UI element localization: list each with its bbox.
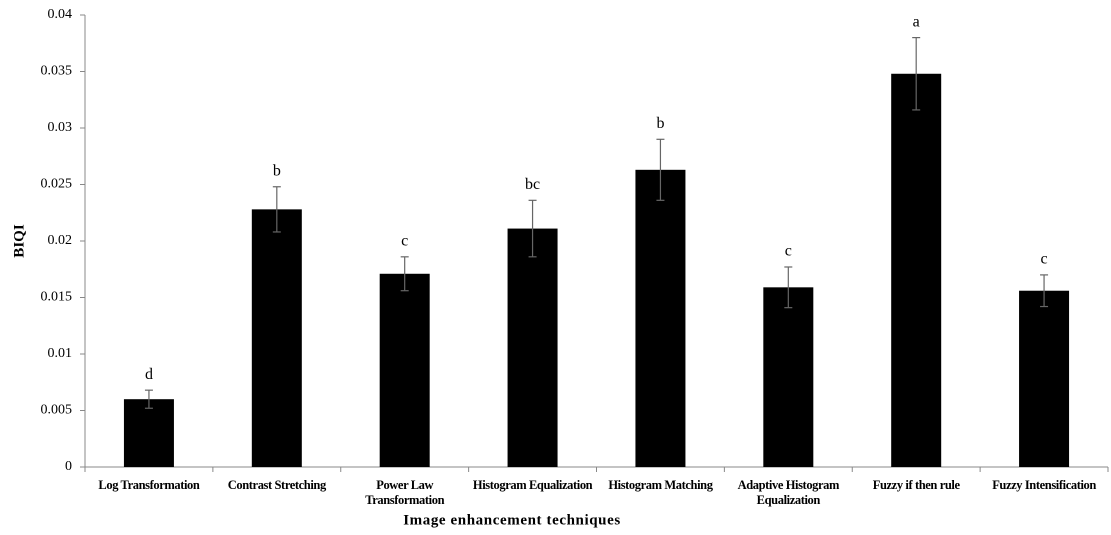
y-tick-label: 0.025 [41, 177, 73, 192]
y-tick-label: 0.035 [41, 64, 73, 79]
annotation: b [656, 115, 664, 132]
bar [123, 399, 174, 467]
y-tick-label: 0.03 [48, 120, 73, 135]
y-tick-label: 0.005 [41, 403, 73, 418]
annotation: c [785, 243, 792, 260]
y-axis-label: BIQI [11, 224, 27, 258]
y-tick-label: 0.01 [48, 346, 73, 361]
x-tick-label: Adaptive Histogram Equalization [737, 478, 840, 507]
annotation: c [1041, 251, 1048, 268]
x-tick-label: Fuzzy Intensification [992, 478, 1096, 492]
y-tick-label: 0.015 [41, 290, 73, 305]
y-tick-label: 0 [65, 459, 72, 474]
annotation: bc [525, 176, 540, 193]
y-tick-label: 0.04 [48, 7, 73, 22]
annotation: c [401, 232, 408, 249]
bar [379, 273, 430, 467]
x-tick-label: Power Law Transformation [365, 478, 445, 507]
bar [763, 287, 814, 467]
annotation: a [913, 13, 920, 30]
x-tick-label: Contrast Stretching [227, 478, 326, 492]
bar [251, 209, 302, 468]
annotation: b [273, 162, 281, 179]
annotation: d [145, 366, 153, 383]
bar [507, 228, 558, 467]
bar [891, 73, 942, 467]
x-tick-label: Log Transformation [98, 478, 200, 492]
bar [1019, 290, 1070, 467]
y-tick-label: 0.02 [48, 233, 73, 248]
x-tick-label: Histogram Equalization [472, 478, 593, 492]
x-tick-label: Histogram Matching [608, 478, 713, 492]
x-axis-label: Image enhancement techniques [403, 512, 621, 528]
x-tick-label: Fuzzy if then rule [872, 478, 960, 492]
bar [635, 169, 686, 467]
